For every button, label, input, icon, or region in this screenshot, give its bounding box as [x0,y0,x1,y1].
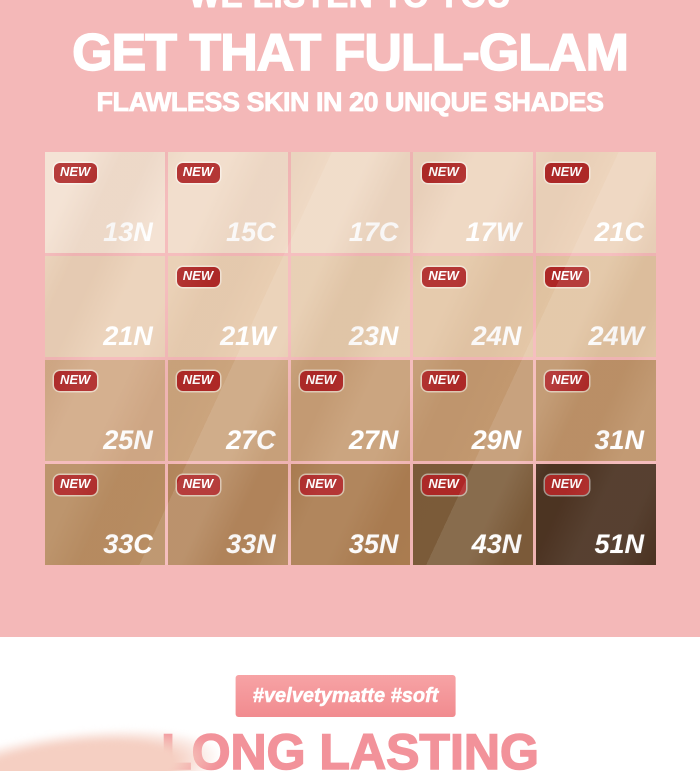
shade-label: 33C [103,529,153,559]
shade-swatch-25N: NEW 25N [45,360,165,461]
page-title: GET THAT FULL-GLAM [71,24,629,82]
new-badge: NEW [176,163,221,183]
new-badge: NEW [545,163,589,183]
shade-swatch-13N: NEW 13N [45,152,165,253]
shade-swatch-43N: NEW 43N [413,464,534,565]
new-badge: NEW [545,371,589,391]
subtitle-text: FLAWLESS SKIN IN 20 UNIQUE SHADES [96,87,604,117]
new-badge: NEW [176,475,221,495]
shade-label: 24N [471,321,522,351]
new-badge: NEW [54,475,98,495]
shade-label: 17C [348,217,399,247]
shade-label: 23N [348,321,399,351]
shade-swatch-21C: NEW 21C [536,152,656,253]
new-badge: NEW [422,371,466,391]
shade-swatch-33C: NEW 33C [45,464,165,565]
shade-label: 15C [226,217,276,247]
shade-label: 21W [220,321,276,351]
shade-label: 27C [226,425,276,455]
new-badge: NEW [54,163,98,183]
new-badge: NEW [299,371,343,391]
shade-grid: NEW 13N NEW 15C 17C NEW 17W NEW 21C 21N NEW 21W 23N N… [45,152,656,565]
shade-label: 24W [588,321,644,351]
new-badge: NEW [299,475,343,495]
shade-label: 13N [103,217,153,247]
shade-swatch-33N: NEW 33N [167,464,288,565]
shade-swatch-23N: 23N [290,256,411,357]
shade-label: 43N [471,529,522,559]
shade-swatch-29N: NEW 29N [413,360,534,461]
shade-label: 51N [594,529,644,559]
shade-label: 31N [594,425,644,455]
shade-label: 27N [348,425,399,455]
shade-swatch-51N: NEW 51N [536,464,656,565]
shade-label: 35N [348,529,399,559]
shade-label: 21N [103,321,153,351]
shade-label: 17W [465,217,522,247]
hashtag-pill: #velvetymatte #soft [235,675,456,717]
new-badge: NEW [545,475,589,495]
shade-swatch-15C: NEW 15C [167,152,288,253]
new-badge: NEW [422,163,466,183]
shade-label: 21C [594,217,644,247]
shade-label: 29N [471,425,522,455]
shade-swatch-31N: NEW 31N [536,360,656,461]
shade-label: 25N [103,425,153,455]
shade-label: 33N [226,529,276,559]
new-badge: NEW [422,267,466,287]
shade-swatch-17W: NEW 17W [413,152,534,253]
shade-swatch-21W: NEW 21W [167,256,288,357]
long-lasting-headline: LONG LASTING [160,724,539,771]
new-badge: NEW [422,475,466,495]
shade-swatch-24N: NEW 24N [413,256,534,357]
shade-swatch-17C: 17C [290,152,411,253]
new-badge: NEW [545,267,589,287]
shade-swatch-27C: NEW 27C [167,360,288,461]
tagline-text: WE LISTEN TO YOU [0,0,700,13]
new-badge: NEW [176,267,221,287]
shade-swatch-21N: 21N [45,256,165,357]
new-badge: NEW [54,371,98,391]
shade-swatch-35N: NEW 35N [290,464,411,565]
new-badge: NEW [176,371,221,391]
shade-swatch-27N: NEW 27N [290,360,411,461]
shade-swatch-24W: NEW 24W [536,256,656,357]
